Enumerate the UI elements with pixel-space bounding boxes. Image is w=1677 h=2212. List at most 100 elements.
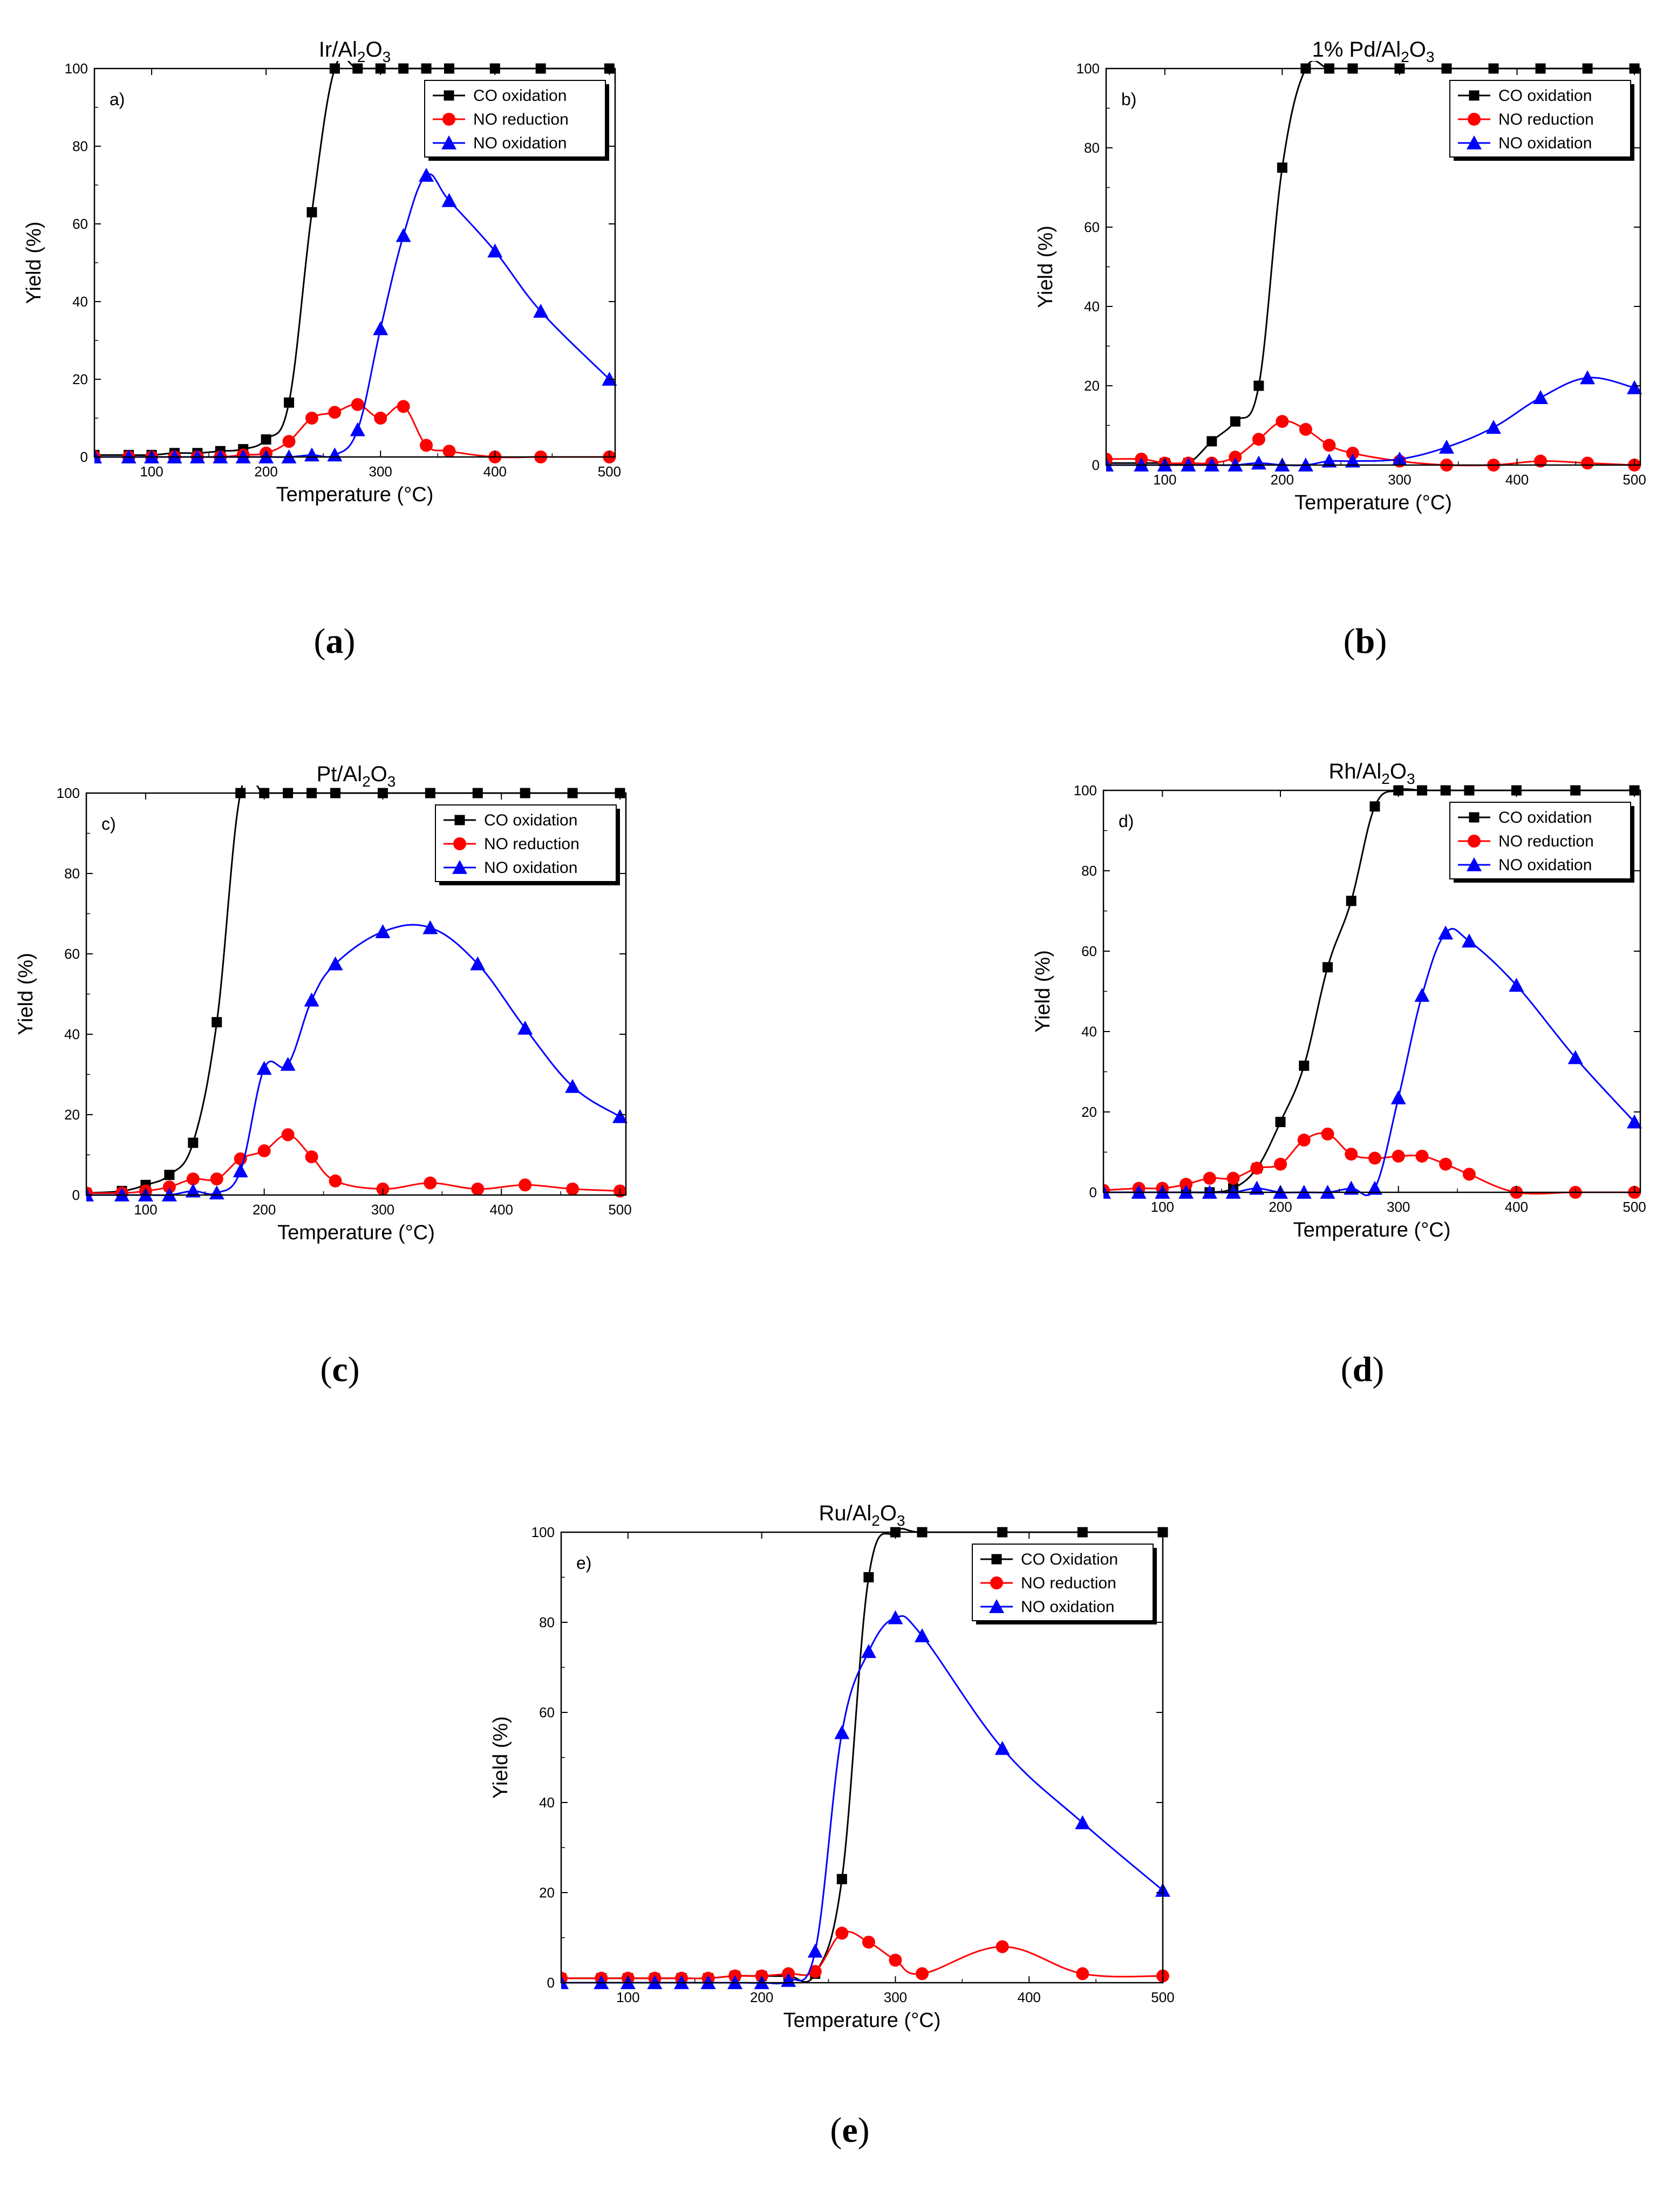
series-line-no_oxidation [1106,377,1635,467]
chart-title-subscript: 2 [357,49,366,65]
data-point-no_reduction [210,1172,223,1186]
data-point-no_reduction [397,400,410,413]
data-point-no_oxidation [304,447,319,462]
data-point-no_oxidation [470,956,486,971]
chart-panel-c: 100 200 300 400 500 0 20 40 60 80 100 Pt/Al2O3 Tempe… [15,762,632,1389]
x-tick-label: 200 [1269,1199,1292,1215]
panel-caption: (e) [830,2111,869,2150]
data-point-no_reduction [1274,1157,1287,1171]
x-tick-label: 300 [1387,1199,1410,1215]
panel-letter: d) [1119,811,1134,831]
data-point-co_oxidation [863,1572,874,1582]
data-point-co_oxidation [306,207,317,217]
data-point-no_reduction [1439,1157,1453,1171]
data-point-no_reduction [889,1954,902,1967]
y-tick-label: 60 [1084,219,1100,235]
y-tick-label: 80 [64,865,80,882]
legend-label-co_oxidation: CO Oxidation [1021,1551,1118,1568]
x-tick-label: 100 [616,1989,639,2005]
legend-marker-no_oxidation [1467,857,1482,871]
y-tick-label: 80 [539,1614,555,1630]
x-tick-label: 400 [490,1201,513,1218]
data-point-no_reduction [420,439,433,452]
y-tick-label: 80 [72,138,88,154]
x-tick-label: 200 [750,1989,773,2005]
chart-panel-e: 100 200 300 400 500 0 20 40 60 80 100 Ru/Al2O3 Tempe… [489,1501,1175,2150]
legend-marker-no_reduction [453,837,466,850]
data-point-no_reduction [1534,454,1548,468]
x-tick-label: 300 [1388,472,1411,488]
data-point-no_reduction [1297,1134,1311,1147]
data-point-no_oxidation [441,193,457,207]
data-point-co_oxidation [1277,162,1287,173]
legend-label-no_oxidation: NO oxidation [1498,856,1592,874]
panel-caption: (a) [314,622,356,661]
data-point-no_reduction [808,1965,822,1978]
panel-caption: (c) [320,1350,359,1389]
y-tick-label: 20 [539,1885,555,1901]
chart-title-subscript: 2 [362,773,371,790]
chart-title-mid: O [366,38,383,62]
data-point-no_oxidation [533,304,549,318]
chart-panel-a: 100 200 300 400 500 0 20 40 60 80 100 Ir/Al2O3 Tempe… [23,38,621,661]
data-point-no_oxidation [994,1740,1010,1755]
x-tick-label: 400 [1018,1989,1041,2005]
data-point-no_reduction [471,1182,485,1196]
x-axis-label: Temperature (°C) [277,1221,435,1244]
x-tick-label: 500 [598,463,621,480]
panel-caption-close: ) [348,1350,360,1389]
data-point-no_reduction [1203,1171,1216,1185]
chart-title-subscript: 2 [1401,49,1409,65]
chart-title-subscript: 3 [383,49,391,65]
x-tick-label: 100 [134,1201,157,1218]
y-tick-label: 80 [1084,140,1100,156]
data-point-no_oxidation [233,1163,248,1178]
y-axis-label: Yield (%) [489,1716,512,1799]
legend-label-no_reduction: NO reduction [484,835,580,853]
panel-caption-open: ( [830,2111,842,2150]
data-point-no_oxidation [1627,380,1642,394]
y-tick-label: 0 [72,1187,80,1203]
data-point-no_oxidation [396,228,411,242]
data-point-no_oxidation [422,920,438,934]
data-point-no_oxidation [185,1183,201,1198]
chart-title: Ir/Al2O3 [319,38,391,65]
legend-label-no_reduction: NO reduction [473,111,569,128]
chart-title-subscript: 2 [871,1512,880,1529]
data-point-no_oxidation [1580,370,1596,385]
panel-caption-open: ( [314,622,326,661]
data-point-no_oxidation [350,422,365,436]
y-tick-label: 20 [64,1107,80,1123]
data-point-no_oxidation [565,1078,581,1093]
data-point-no_oxidation [375,924,391,938]
data-point-no_oxidation [1414,987,1430,1002]
data-point-no_reduction [1322,439,1336,452]
y-tick-label: 0 [1092,457,1100,473]
panel-letter: e) [576,1553,591,1573]
x-tick-label: 100 [1151,1199,1174,1215]
data-point-no_reduction [1252,433,1265,446]
data-point-no_oxidation [861,1644,876,1658]
data-point-no_reduction [1392,1149,1405,1163]
chart-title-prefix: 1% Pd/Al [1312,38,1401,62]
data-point-no_reduction [351,398,364,411]
legend-marker-co_oxidation [991,1554,1002,1565]
panel-caption-close: ) [1375,622,1387,661]
data-point-no_oxidation [1344,1180,1359,1195]
legend-label-co_oxidation: CO oxidation [484,811,577,829]
data-point-no_oxidation [1627,1114,1642,1129]
data-point-no_oxidation [1438,925,1454,940]
data-point-co_oxidation [836,1874,847,1885]
data-point-no_reduction [862,1935,875,1949]
y-tick-label: 60 [64,946,80,962]
chart-title-subscript: 3 [1426,49,1435,65]
chart-title-mid: O [1390,760,1407,783]
chart-title-subscript: 3 [1407,770,1415,787]
data-point-no_reduction [328,406,342,419]
panel-caption-open: ( [1344,622,1355,661]
x-tick-label: 500 [1623,472,1646,488]
x-tick-label: 100 [140,463,163,480]
data-point-no_reduction [996,1940,1009,1954]
data-point-no_reduction [424,1176,437,1190]
legend-box [1449,802,1631,879]
